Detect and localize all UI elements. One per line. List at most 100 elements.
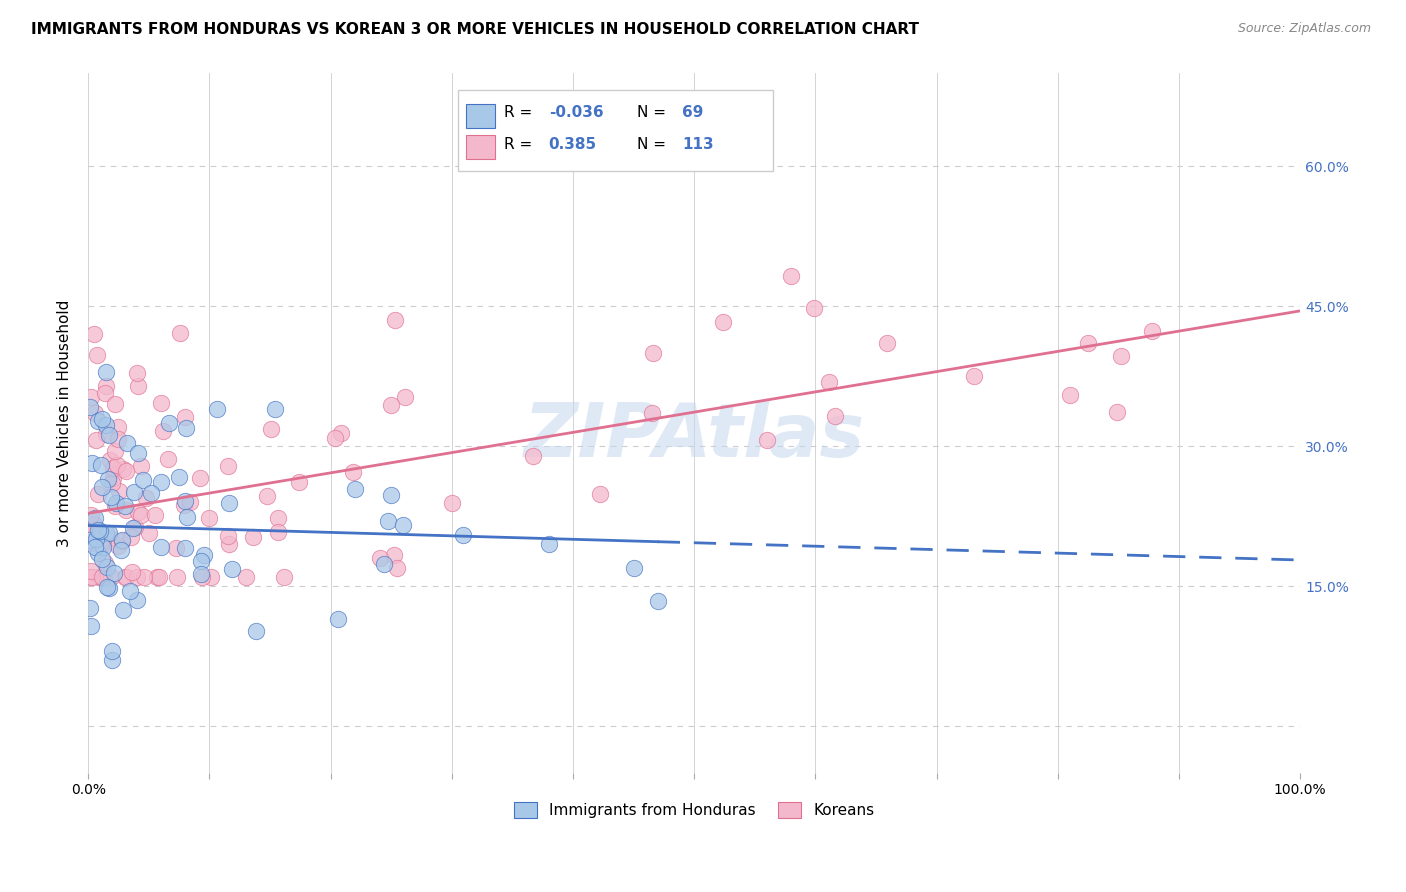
Point: [89, 524, 111, 538]
Point: [242, 530, 264, 544]
Point: [803, 301, 825, 315]
FancyBboxPatch shape: [458, 90, 773, 171]
Point: [377, 514, 399, 528]
Point: [713, 315, 735, 329]
Point: [522, 450, 544, 464]
Point: [188, 471, 211, 485]
Point: [84, 511, 107, 525]
Point: [79, 525, 101, 540]
Point: [90, 570, 112, 584]
Point: [86, 487, 108, 501]
Point: [125, 366, 148, 380]
Point: [105, 458, 128, 472]
Point: [84, 540, 107, 554]
Point: [104, 496, 127, 510]
Point: [107, 539, 129, 553]
Point: [86, 545, 108, 559]
Point: [103, 443, 125, 458]
Point: [103, 461, 125, 475]
Text: IMMIGRANTS FROM HONDURAS VS KOREAN 3 OR MORE VEHICLES IN HOUSEHOLD CORRELATION C: IMMIGRANTS FROM HONDURAS VS KOREAN 3 OR …: [31, 22, 920, 37]
Point: [129, 459, 152, 474]
Point: [441, 496, 464, 510]
Point: [198, 511, 221, 525]
Point: [98, 453, 121, 467]
Point: [157, 416, 180, 430]
Point: [256, 489, 278, 503]
Legend: Immigrants from Honduras, Koreans: Immigrants from Honduras, Koreans: [508, 797, 880, 824]
Point: [84, 433, 107, 447]
Point: [176, 510, 198, 524]
Point: [287, 475, 309, 489]
Point: [824, 409, 846, 423]
Point: [149, 541, 172, 555]
Y-axis label: 3 or more Vehicles in Household: 3 or more Vehicles in Household: [58, 299, 72, 547]
Point: [107, 432, 129, 446]
Point: [382, 548, 405, 562]
Point: [87, 523, 110, 537]
Point: [217, 459, 239, 474]
Point: [127, 593, 149, 607]
Point: [103, 566, 125, 581]
Point: [79, 391, 101, 405]
Point: [94, 386, 117, 401]
Point: [103, 396, 125, 410]
Point: [114, 503, 136, 517]
Point: [127, 446, 149, 460]
Point: [167, 469, 190, 483]
Text: ZIPAtlas: ZIPAtlas: [523, 401, 865, 474]
Point: [818, 376, 841, 390]
Point: [190, 554, 212, 568]
Point: [205, 401, 228, 416]
Point: [121, 565, 143, 579]
Point: [79, 526, 101, 541]
Point: [245, 624, 267, 639]
Point: [79, 400, 101, 414]
Point: [124, 520, 146, 534]
Point: [84, 532, 107, 546]
Point: [108, 484, 131, 499]
Point: [343, 482, 366, 496]
Point: [98, 531, 121, 545]
Point: [80, 528, 103, 542]
Point: [384, 312, 406, 326]
Text: R =: R =: [503, 136, 537, 152]
Point: [91, 570, 114, 584]
Point: [82, 456, 104, 470]
Point: [326, 612, 349, 626]
Point: [79, 508, 101, 523]
Text: 113: 113: [682, 136, 714, 152]
Point: [93, 556, 115, 570]
Text: -0.036: -0.036: [548, 105, 603, 120]
Point: [221, 562, 243, 576]
Point: [94, 427, 117, 442]
Point: [1107, 405, 1129, 419]
Point: [91, 552, 114, 566]
Point: [80, 570, 103, 584]
Point: [100, 652, 122, 666]
Text: 0.385: 0.385: [548, 136, 596, 152]
Point: [96, 418, 118, 433]
Point: [94, 378, 117, 392]
Point: [368, 551, 391, 566]
Point: [87, 414, 110, 428]
Point: [115, 464, 138, 478]
Point: [87, 570, 110, 584]
Point: [260, 422, 283, 436]
Point: [143, 508, 166, 522]
Point: [152, 424, 174, 438]
Point: [190, 567, 212, 582]
Point: [127, 505, 149, 519]
Point: [100, 490, 122, 504]
Point: [121, 520, 143, 534]
Point: [134, 570, 156, 584]
Text: Source: ZipAtlas.com: Source: ZipAtlas.com: [1237, 22, 1371, 36]
Point: [91, 412, 114, 426]
Point: [86, 348, 108, 362]
Point: [89, 535, 111, 549]
Point: [139, 486, 162, 500]
Point: [97, 428, 120, 442]
Point: [114, 499, 136, 513]
Point: [641, 345, 664, 359]
Point: [101, 476, 124, 491]
Point: [264, 401, 287, 416]
